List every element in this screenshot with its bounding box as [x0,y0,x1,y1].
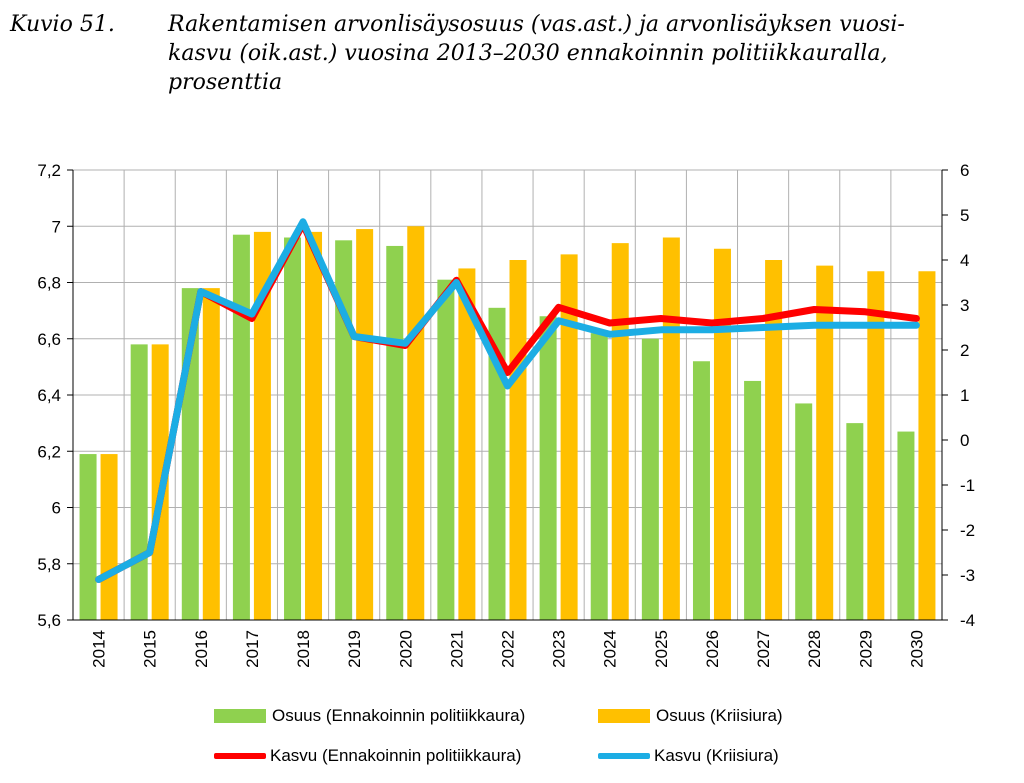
tick-labels: 5,6 5,8 6 6,2 6,4 6,6 6,8 7 7,2 -4 -3 -2 -1 0 1 2 3 4 5 6 20… [37,161,975,668]
left-axis-tick-label: 6,2 [37,442,61,461]
bar-osuus-kriisiura-2021 [458,268,476,620]
x-axis-tick-label: 2020 [396,630,415,668]
figure-title: Rakentamisen arvonlisäysosuus (vas.ast.)… [168,10,998,97]
right-axis-tick-label: 0 [960,431,969,450]
bar-osuus-politiikkaura-2023 [539,316,557,620]
figure-title-line-3: prosenttia [168,70,283,95]
x-axis-tick-label: 2029 [856,630,875,668]
x-axis-tick-label: 2021 [447,630,466,668]
right-axis-tick-label: -2 [960,521,975,540]
x-axis-tick-label: 2017 [243,630,262,668]
bar-osuus-politiikkaura-2014 [79,454,97,620]
bar-osuus-kriisiura-2028 [816,265,834,620]
right-axis-tick-label: -4 [960,611,975,630]
bar-osuus-kriisiura-2016 [202,288,220,620]
x-axis-tick-label: 2019 [345,630,364,668]
left-axis-tick-label: 7,2 [37,161,61,180]
right-axis-tick-label: -1 [960,476,975,495]
right-axis-tick-label: 5 [960,206,969,225]
x-axis-tick-label: 2018 [294,630,313,668]
bar-osuus-politiikkaura-2028 [795,403,813,620]
right-axis-tick-label: 3 [960,296,969,315]
x-axis-tick-label: 2016 [192,630,211,668]
bar-osuus-politiikkaura-2029 [846,423,864,620]
x-axis-tick-label: 2015 [141,630,160,668]
bar-osuus-kriisiura-2023 [560,254,578,620]
bar-osuus-kriisiura-2022 [509,260,527,620]
x-axis-tick-label: 2022 [499,630,518,668]
left-axis-tick-label: 7 [52,217,61,236]
bar-osuus-kriisiura-2020 [407,226,425,620]
bar-osuus-politiikkaura-2024 [590,333,608,620]
x-axis-tick-label: 2030 [907,630,926,668]
bar-osuus-kriisiura-2029 [867,271,885,620]
bar-osuus-kriisiura-2017 [253,231,271,620]
line-kasvu-kriisiura [95,218,920,583]
bar-osuus-politiikkaura-2019 [335,240,353,620]
bar-osuus-kriisiura-2019 [356,229,374,620]
bar-osuus-kriisiura-2018 [305,231,323,620]
bar-osuus-politiikkaura-2027 [744,380,762,620]
line-series [95,218,920,583]
left-axis-tick-label: 6,6 [37,330,61,349]
line-kasvu-politiikkaura [95,220,920,583]
left-axis-tick-label: 6,4 [37,386,61,405]
right-axis-tick-label: 4 [960,251,969,270]
bar-osuus-kriisiura-2026 [713,248,731,620]
x-axis-tick-label: 2027 [754,630,773,668]
bar-osuus-politiikkaura-2022 [488,307,506,620]
left-axis-tick-label: 5,8 [37,555,61,574]
bar-osuus-politiikkaura-2026 [692,361,710,620]
figure-number: Kuvio 51. [10,12,115,37]
x-axis-tick-label: 2023 [550,630,569,668]
bar-osuus-kriisiura-2027 [765,260,783,620]
x-axis-tick-label: 2028 [805,630,824,668]
bar-osuus-politiikkaura-2020 [386,245,404,620]
axes [67,169,948,621]
bar-osuus-kriisiura-2024 [611,243,629,620]
x-axis-tick-label: 2026 [703,630,722,668]
figure-title-line-1: Rakentamisen arvonlisäysosuus (vas.ast.)… [168,12,905,37]
x-axis-tick-label: 2025 [652,630,671,668]
bar-osuus-politiikkaura-2025 [641,338,659,620]
bar-osuus-kriisiura-2030 [918,271,936,620]
right-axis-tick-label: -3 [960,566,975,585]
figure-title-line-2: kasvu (oik.ast.) vuosina 2013–2030 ennak… [168,41,888,66]
right-axis-tick-label: 1 [960,386,969,405]
left-axis-tick-label: 6 [52,499,61,518]
right-axis-tick-label: 6 [960,161,969,180]
bars [79,226,936,620]
bar-osuus-kriisiura-2025 [662,237,680,620]
right-axis-tick-label: 2 [960,341,969,360]
bar-osuus-politiikkaura-2030 [897,431,915,620]
bar-osuus-kriisiura-2014 [100,454,118,620]
left-axis-tick-label: 6,8 [37,274,61,293]
x-axis-tick-label: 2024 [601,630,620,668]
bar-osuus-politiikkaura-2017 [232,234,250,620]
bar-osuus-politiikkaura-2015 [130,344,148,620]
bar-osuus-politiikkaura-2018 [284,237,302,620]
left-axis-tick-label: 5,6 [37,611,61,630]
bar-osuus-politiikkaura-2021 [437,279,455,620]
x-axis-tick-label: 2014 [90,630,109,668]
